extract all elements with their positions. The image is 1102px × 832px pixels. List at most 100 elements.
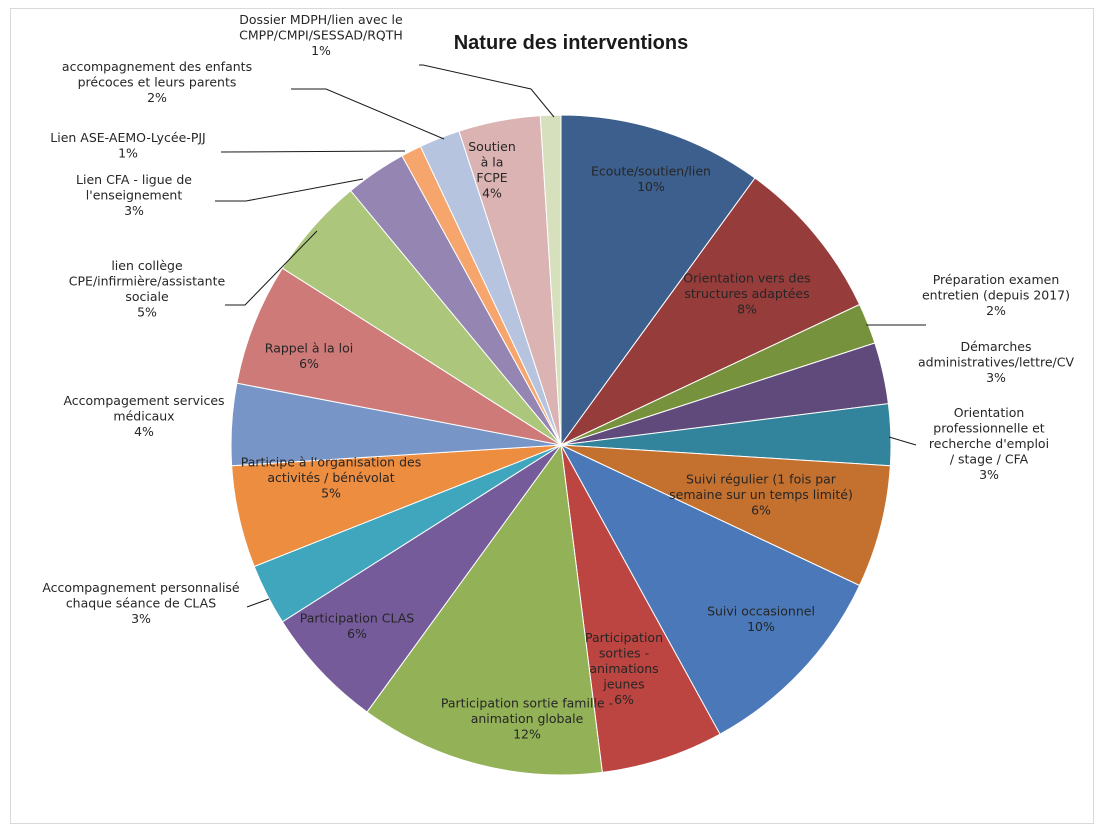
slice-percent-label: 4%	[482, 185, 502, 200]
slice-category-label: Orientation vers des	[683, 271, 810, 286]
pie-slice	[560, 444, 891, 587]
slice-category-label: Participation CLAS	[300, 610, 415, 625]
slice-percent-label: 6%	[751, 503, 771, 518]
slice-category-label: Participe à l'organisation des	[241, 455, 421, 470]
slice-percent-label: 2%	[986, 303, 1006, 318]
slice-category-label: administratives/lettre/CV	[918, 355, 1074, 370]
slice-category-label: professionnelle et	[933, 421, 1045, 436]
slice-percent-label: 12%	[513, 727, 541, 742]
slice-percent-label: 5%	[321, 486, 341, 501]
slice-category-label: Rappel à la loi	[265, 340, 353, 355]
slice-label: Préparation examen entretien (depuis 2017…	[922, 272, 1070, 318]
slice-category-label: médicaux	[113, 409, 174, 424]
pie-slice	[560, 444, 721, 773]
slice-category-label: Préparation examen	[933, 272, 1060, 287]
slice-category-label: sorties -	[599, 646, 649, 661]
slice-category-label: sociale	[125, 289, 169, 304]
slice-category-label: chaque séance de CLAS	[66, 596, 216, 611]
slice-percent-label: 5%	[137, 305, 157, 320]
leader-line	[246, 598, 270, 608]
pie-slice	[366, 443, 603, 776]
slice-category-label: Lien CFA - ligue de	[76, 172, 192, 187]
leader-line	[225, 230, 318, 306]
slice-label: Démarches administratives/lettre/CV 3%	[918, 339, 1074, 385]
slice-percent-label: 3%	[986, 370, 1006, 385]
leader-line	[215, 178, 364, 202]
slice-label: Orientation vers des structures adaptées 8…	[683, 271, 810, 317]
slice-label: Dossier MDPH/lien avec le CMPP/CMPI/SESSA…	[239, 12, 403, 58]
slice-label: Accompagement services médicaux 4%	[63, 393, 224, 439]
slice-category-label: Orientation	[954, 405, 1025, 420]
chart-title: Nature des interventions	[454, 32, 689, 54]
slice-percent-label: 4%	[134, 424, 154, 439]
pie-slice	[281, 444, 562, 713]
slice-category-label: jeunes	[602, 677, 644, 692]
slice-category-label: CMPP/CMPI/SESSAD/RQTH	[239, 28, 403, 43]
slice-percent-label: 1%	[311, 43, 331, 58]
slice-category-label: Dossier MDPH/lien avec le	[239, 12, 403, 27]
pie-slice	[559, 443, 861, 735]
slice-label: Suivi occasionnel 10%	[707, 603, 815, 634]
slice-label: Accompagnement personnalisé chaque séance…	[42, 580, 240, 626]
slice-label: Soutien à la FCPE 4%	[468, 139, 516, 201]
slice-category-label: à la	[481, 154, 504, 169]
pie-chart: Nature des interventions Ecoute/soutien/…	[42, 12, 1074, 776]
slice-percent-label: 8%	[737, 302, 757, 317]
slice-category-label: Accompagement services	[63, 393, 224, 408]
slice-category-label: CPE/infirmière/assistante	[69, 274, 226, 289]
slice-percent-label: 3%	[979, 467, 999, 482]
slice-label: Participe à l'organisation des activités …	[241, 455, 421, 501]
slice-category-label: activités / bénévolat	[267, 470, 394, 485]
slice-label: Lien ASE-AEMO-Lycée-PJJ 1%	[50, 130, 205, 161]
slice-label: Participation CLAS 6%	[300, 610, 415, 641]
slice-category-label: Participation sortie famille -	[441, 696, 613, 711]
slice-category-label: lien collège	[111, 258, 183, 273]
slice-category-label: semaine sur un temps limité)	[669, 487, 853, 502]
slice-category-label: Suivi régulier (1 fois par	[686, 472, 837, 487]
slice-category-label: Participation	[585, 630, 663, 645]
slice-percent-label: 10%	[637, 179, 665, 194]
slice-category-label: animation globale	[471, 711, 584, 726]
pie-slice	[539, 114, 562, 446]
slice-label: Lien CFA - ligue de l'enseignement 3%	[76, 172, 192, 218]
slice-category-label: structures adaptées	[684, 286, 809, 301]
slice-percent-label: 6%	[299, 356, 319, 371]
pie-slice	[560, 177, 861, 446]
slice-labels: Ecoute/soutien/lien 10%Orientation vers d…	[42, 12, 1074, 742]
slice-category-label: FCPE	[476, 170, 507, 185]
slice-label: Participation sortie famille -animation …	[441, 696, 613, 742]
leader-line	[419, 64, 555, 118]
slice-category-label: Ecoute/soutien/lien	[591, 163, 711, 178]
leader-line	[220, 150, 406, 153]
pie-slice	[560, 114, 756, 447]
slice-category-label: accompagnement des enfants	[62, 59, 252, 74]
slice-category-label: Soutien	[468, 139, 516, 154]
slice-category-label: Démarches	[960, 339, 1031, 354]
slice-label: Participation sorties -animations jeunes 6%	[585, 630, 663, 707]
leader-line	[888, 436, 917, 446]
slice-category-label: précoces et leurs parents	[78, 75, 237, 90]
leader-line	[291, 88, 445, 140]
slice-percent-label: 10%	[747, 619, 775, 634]
pie-slices	[230, 114, 892, 776]
chart-frame: Nature des interventions Ecoute/soutien/…	[10, 8, 1094, 824]
leader-lines	[215, 64, 926, 608]
slice-label: Orientation professionnelle et recherche d…	[929, 405, 1049, 482]
slice-category-label: animations	[589, 661, 658, 676]
slice-label: Rappel à la loi 6%	[265, 340, 353, 371]
slice-percent-label: 1%	[118, 146, 138, 161]
slice-percent-label: 6%	[614, 692, 634, 707]
slice-category-label: l'enseignement	[86, 188, 183, 203]
slice-percent-label: 2%	[147, 90, 167, 105]
slice-label: lien collège CPE/infirmière/assistante soc…	[69, 258, 226, 320]
slice-label: Ecoute/soutien/lien 10%	[591, 163, 711, 194]
slice-percent-label: 6%	[347, 626, 367, 641]
slice-category-label: Accompagnement personnalisé	[42, 580, 240, 595]
slice-category-label: recherche d'emploi	[929, 436, 1049, 451]
slice-label: accompagnement des enfants précoces et le…	[62, 59, 252, 105]
slice-category-label: Suivi occasionnel	[707, 603, 815, 618]
slice-category-label: entretien (depuis 2017)	[922, 288, 1070, 303]
pie-slice	[236, 267, 562, 446]
slice-label: Suivi régulier (1 fois par semaine sur un…	[669, 472, 853, 518]
slice-percent-label: 3%	[131, 611, 151, 626]
